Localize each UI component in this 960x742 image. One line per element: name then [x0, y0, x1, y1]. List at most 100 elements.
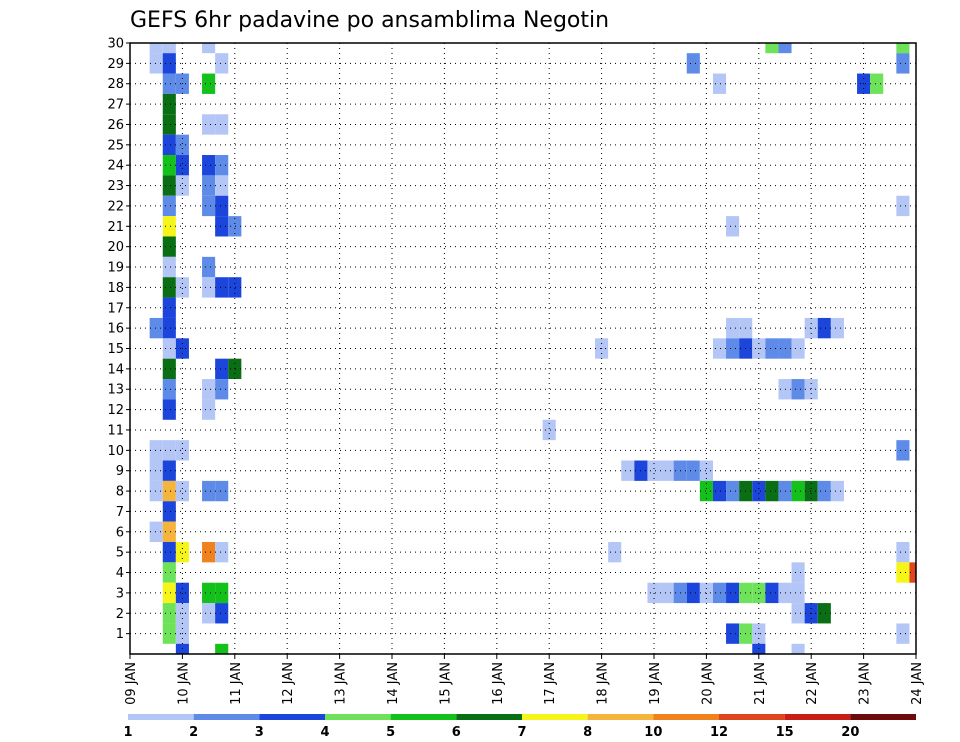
heatmap-cell: [712, 480, 727, 502]
heatmap-cell: [202, 73, 216, 94]
x-tick-label: 16 JAN: [491, 662, 506, 705]
heatmap-cell: [660, 460, 674, 481]
heatmap-cell: [162, 460, 176, 481]
y-tick-label: 14: [107, 362, 124, 377]
heatmap-cell: [202, 582, 216, 604]
y-tick-label: 29: [107, 57, 124, 72]
heatmap-cell: [726, 317, 740, 339]
heatmap-cell: [215, 379, 229, 400]
heatmap-cell: [726, 480, 740, 502]
x-tick-label: 22 JAN: [805, 662, 820, 705]
x-tick-label: 20 JAN: [700, 662, 715, 705]
heatmap-cell: [228, 277, 242, 298]
colorbar-swatch: [522, 714, 588, 720]
heatmap-cell: [699, 460, 713, 481]
heatmap-cell: [215, 175, 229, 196]
x-tick-label: 12 JAN: [281, 662, 296, 705]
y-tick-label: 18: [107, 281, 124, 296]
heatmap-cell: [791, 562, 805, 583]
heatmap-cell: [202, 195, 216, 217]
colorbar-swatch: [719, 714, 785, 720]
heatmap-cell: [830, 317, 844, 339]
colorbar-label: 3: [255, 725, 264, 740]
colorbar-swatch: [325, 714, 391, 720]
heatmap-cell: [162, 623, 176, 644]
heatmap-cell: [804, 379, 818, 400]
heatmap-cell: [162, 93, 176, 115]
colorbar-swatch: [587, 714, 654, 720]
heatmap-cell: [215, 195, 229, 217]
colorbar-label: 2: [189, 725, 198, 740]
heatmap-cell: [162, 379, 176, 400]
heatmap-cell: [791, 603, 805, 624]
heatmap-cell: [162, 440, 176, 461]
y-tick-label: 22: [107, 199, 124, 214]
heatmap-cell: [215, 53, 229, 74]
heatmap-cell: [726, 338, 740, 359]
heatmap-cell: [149, 480, 163, 502]
heatmap-cell: [791, 582, 805, 604]
heatmap-cell: [830, 480, 844, 502]
heatmap-cell: [149, 440, 163, 461]
heatmap-cell: [175, 175, 189, 196]
heatmap-cell: [175, 134, 189, 156]
heatmap-cell: [228, 216, 242, 237]
colorbar-swatch: [456, 714, 522, 720]
heatmap-cell: [162, 501, 176, 522]
y-tick-label: 16: [107, 322, 124, 337]
heatmap-cell: [202, 155, 216, 176]
heatmap-cell: [712, 338, 727, 359]
heatmap-cell: [162, 53, 176, 74]
colorbar-swatch: [653, 714, 719, 720]
heatmap-cell: [215, 114, 229, 135]
heatmap-cell: [621, 460, 635, 481]
chart-title: GEFS 6hr padavine po ansamblima Negotin: [130, 8, 609, 33]
heatmap-cell: [215, 541, 229, 563]
heatmap-cell: [202, 399, 216, 420]
y-tick-label: 7: [116, 505, 124, 520]
heatmap-cell: [817, 317, 831, 339]
heatmap-cell: [804, 480, 818, 502]
y-tick-label: 28: [107, 77, 124, 92]
heatmap-cell: [162, 297, 176, 318]
heatmap-cell: [162, 236, 176, 257]
heatmap-cell: [202, 277, 216, 298]
heatmap-cell: [752, 480, 766, 502]
heatmap-cell: [162, 195, 176, 217]
heatmap-cell: [149, 317, 163, 339]
x-tick-label: 24 JAN: [910, 662, 925, 705]
heatmap-cell: [817, 480, 831, 502]
heatmap-cell: [202, 541, 216, 563]
heatmap-cell: [162, 358, 176, 380]
heatmap-cell: [162, 114, 176, 135]
y-tick-label: 27: [107, 98, 124, 113]
y-tick-label: 12: [107, 403, 124, 418]
colorbar-swatch: [390, 714, 457, 720]
heatmap-cell: [215, 603, 229, 624]
heatmap-cell: [608, 541, 622, 563]
heatmap-cell: [215, 358, 229, 380]
x-tick-label: 09 JAN: [124, 662, 139, 705]
y-tick-label: 24: [107, 159, 124, 174]
heatmap-cell: [175, 480, 189, 502]
heatmap-cell: [162, 541, 176, 563]
x-tick-label: 14 JAN: [386, 662, 401, 705]
heatmap-cell: [149, 460, 163, 481]
heatmap-cell: [175, 582, 189, 604]
colorbar-label: 4: [320, 725, 329, 740]
colorbar-label: 20: [841, 725, 859, 740]
heatmap-cell: [162, 317, 176, 339]
heatmap-cell: [896, 43, 910, 54]
y-tick-label: 8: [116, 485, 124, 500]
y-tick-label: 21: [107, 220, 124, 235]
y-tick-label: 15: [107, 342, 124, 357]
heatmap-cell: [791, 480, 805, 502]
heatmap-cell: [660, 582, 674, 604]
heatmap-cell: [686, 582, 700, 604]
heatmap-cell: [202, 480, 216, 502]
colorbar: 1 2 3 4 5 6 7 8 10 12 15 20: [123, 714, 916, 740]
heatmap-cell: [896, 623, 910, 644]
colorbar-swatch: [193, 714, 260, 720]
heatmap-cell: [202, 43, 216, 54]
heatmap-cell: [699, 480, 713, 502]
